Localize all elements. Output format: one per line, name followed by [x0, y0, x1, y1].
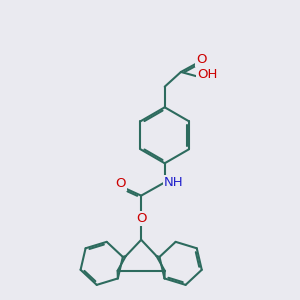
Text: OH: OH: [197, 68, 218, 81]
Text: O: O: [196, 53, 207, 66]
Text: NH: NH: [164, 176, 183, 190]
Text: O: O: [136, 212, 146, 225]
Text: O: O: [115, 177, 126, 190]
Text: NH: NH: [164, 176, 183, 190]
Text: OH: OH: [196, 68, 217, 81]
Text: O: O: [115, 177, 126, 190]
Text: O: O: [136, 212, 146, 225]
Text: O: O: [196, 52, 207, 65]
